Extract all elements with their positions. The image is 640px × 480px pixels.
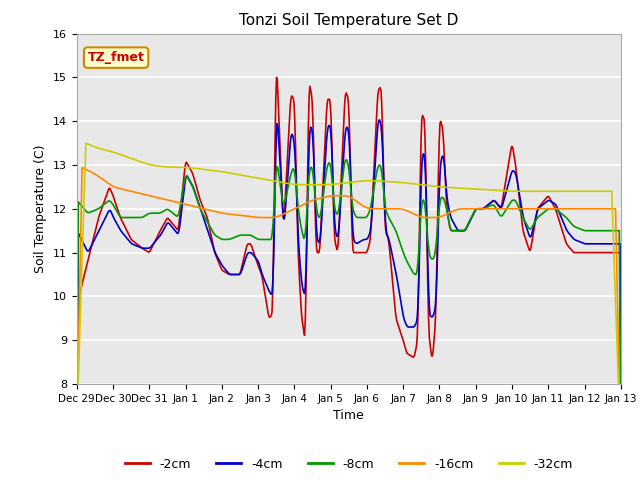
-32cm	[617, 449, 625, 455]
X-axis label: Time: Time	[333, 409, 364, 422]
-2cm	[416, 222, 424, 228]
-2cm	[139, 246, 147, 252]
-2cm	[273, 74, 280, 80]
-8cm	[139, 214, 147, 220]
-8cm	[342, 157, 350, 163]
-8cm	[431, 247, 439, 253]
-32cm	[140, 160, 147, 166]
-2cm	[617, 410, 625, 416]
-32cm	[195, 166, 202, 172]
-4cm	[139, 245, 147, 251]
Line: -32cm: -32cm	[77, 143, 621, 452]
-4cm	[376, 117, 383, 123]
-16cm	[140, 192, 147, 197]
-16cm	[73, 429, 81, 434]
-8cm	[416, 234, 424, 240]
-4cm	[194, 198, 202, 204]
-32cm	[73, 423, 81, 429]
Line: -2cm: -2cm	[77, 77, 621, 447]
Y-axis label: Soil Temperature (C): Soil Temperature (C)	[35, 144, 47, 273]
-16cm	[223, 211, 231, 217]
-4cm	[416, 249, 424, 254]
Title: Tonzi Soil Temperature Set D: Tonzi Soil Temperature Set D	[239, 13, 458, 28]
-2cm	[83, 263, 90, 268]
-16cm	[195, 204, 202, 210]
-32cm	[223, 170, 231, 176]
-32cm	[82, 140, 90, 146]
-8cm	[83, 209, 90, 215]
Line: -16cm: -16cm	[77, 168, 621, 454]
Line: -4cm: -4cm	[77, 120, 621, 480]
-8cm	[194, 199, 202, 205]
-32cm	[84, 141, 92, 147]
-4cm	[83, 247, 90, 252]
-16cm	[431, 215, 439, 220]
-16cm	[78, 165, 86, 170]
Line: -8cm: -8cm	[77, 160, 621, 432]
Text: TZ_fmet: TZ_fmet	[88, 51, 145, 64]
-32cm	[416, 181, 424, 187]
-16cm	[84, 167, 92, 173]
-16cm	[617, 451, 625, 457]
-4cm	[617, 364, 625, 370]
-8cm	[73, 411, 81, 417]
-4cm	[431, 302, 439, 308]
-2cm	[194, 189, 202, 195]
-16cm	[416, 214, 424, 219]
-8cm	[617, 429, 625, 435]
-8cm	[223, 237, 230, 242]
-2cm	[431, 315, 439, 321]
Legend: -2cm, -4cm, -8cm, -16cm, -32cm: -2cm, -4cm, -8cm, -16cm, -32cm	[120, 453, 578, 476]
-2cm	[73, 444, 81, 450]
-2cm	[223, 270, 230, 276]
-32cm	[431, 183, 439, 189]
-4cm	[223, 268, 230, 274]
